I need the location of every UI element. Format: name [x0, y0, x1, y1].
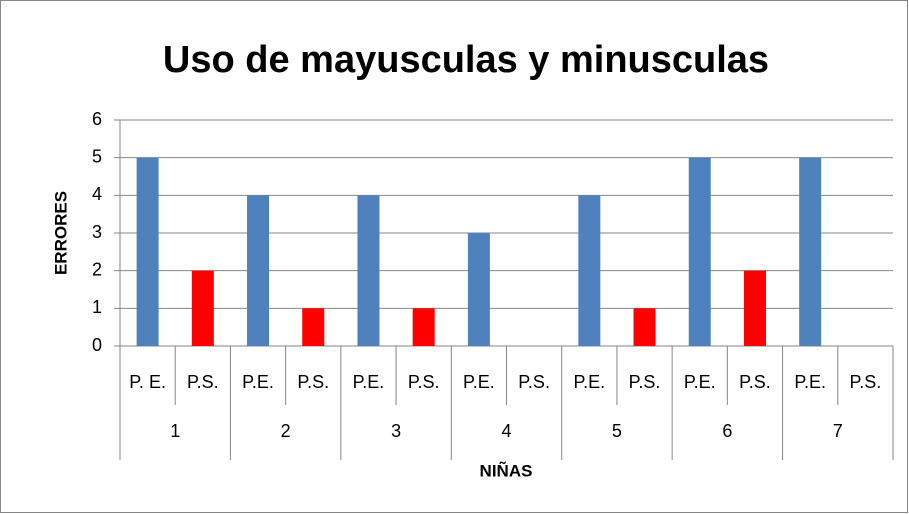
y-tick-label: 3	[92, 222, 102, 242]
x-tick-label: P.E.	[794, 372, 826, 392]
group-label: 1	[170, 421, 180, 441]
x-tick-label: P.S.	[297, 372, 329, 392]
group-label: 6	[722, 421, 732, 441]
y-tick-label: 2	[92, 259, 102, 279]
x-tick-label: P.S.	[850, 372, 882, 392]
bar	[799, 157, 822, 346]
x-tick-label: P.E.	[463, 372, 495, 392]
group-label: 4	[501, 421, 511, 441]
x-tick-label: P.E.	[353, 372, 385, 392]
bar	[357, 195, 380, 346]
x-tick-label: P.S.	[629, 372, 661, 392]
bar	[247, 195, 270, 346]
group-label: 3	[391, 421, 401, 441]
chart-title: Uso de mayusculas y minusculas	[163, 39, 769, 81]
x-tick-label: P.E.	[684, 372, 716, 392]
x-tick-label: P.E.	[242, 372, 274, 392]
bar	[743, 270, 766, 346]
x-tick-label: P. E.	[129, 372, 166, 392]
bar	[302, 308, 325, 346]
bar	[412, 308, 435, 346]
y-tick-label: 4	[92, 184, 102, 204]
x-tick-label: P.S.	[408, 372, 440, 392]
bar	[578, 195, 601, 346]
bar	[688, 157, 711, 346]
bar	[467, 233, 490, 346]
group-label: 2	[281, 421, 291, 441]
bar	[633, 308, 656, 346]
x-tick-label: P.S.	[739, 372, 771, 392]
bar	[136, 157, 159, 346]
x-tick-label: P.E.	[573, 372, 605, 392]
y-tick-label: 0	[92, 335, 102, 355]
y-tick-label: 5	[92, 146, 102, 166]
x-tick-label: P.S.	[187, 372, 219, 392]
group-label: 7	[833, 421, 843, 441]
bar	[191, 270, 214, 346]
x-axis-label: NIÑAS	[480, 460, 533, 480]
group-label: 5	[612, 421, 622, 441]
x-tick-label: P.S.	[518, 372, 550, 392]
y-axis-label: ERRORES	[51, 191, 70, 275]
y-tick-label: 6	[92, 109, 102, 129]
y-tick-label: 1	[92, 297, 102, 317]
